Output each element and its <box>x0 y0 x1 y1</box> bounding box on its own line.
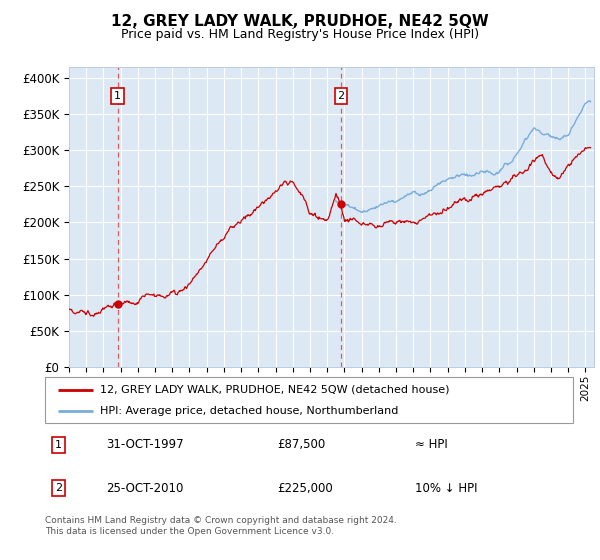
Text: 1: 1 <box>114 91 121 101</box>
Text: 2: 2 <box>55 483 62 493</box>
Text: £87,500: £87,500 <box>277 438 326 451</box>
Text: 12, GREY LADY WALK, PRUDHOE, NE42 5QW (detached house): 12, GREY LADY WALK, PRUDHOE, NE42 5QW (d… <box>100 385 450 395</box>
FancyBboxPatch shape <box>45 377 573 423</box>
Text: Price paid vs. HM Land Registry's House Price Index (HPI): Price paid vs. HM Land Registry's House … <box>121 28 479 41</box>
Text: 12, GREY LADY WALK, PRUDHOE, NE42 5QW: 12, GREY LADY WALK, PRUDHOE, NE42 5QW <box>111 14 489 29</box>
Text: £225,000: £225,000 <box>277 482 333 494</box>
Text: ≈ HPI: ≈ HPI <box>415 438 448 451</box>
Text: 10% ↓ HPI: 10% ↓ HPI <box>415 482 477 494</box>
Text: 1: 1 <box>55 440 62 450</box>
Text: Contains HM Land Registry data © Crown copyright and database right 2024.
This d: Contains HM Land Registry data © Crown c… <box>45 516 397 536</box>
Text: 2: 2 <box>338 91 345 101</box>
Text: 25-OCT-2010: 25-OCT-2010 <box>106 482 183 494</box>
Text: 31-OCT-1997: 31-OCT-1997 <box>106 438 184 451</box>
Text: HPI: Average price, detached house, Northumberland: HPI: Average price, detached house, Nort… <box>100 407 399 416</box>
